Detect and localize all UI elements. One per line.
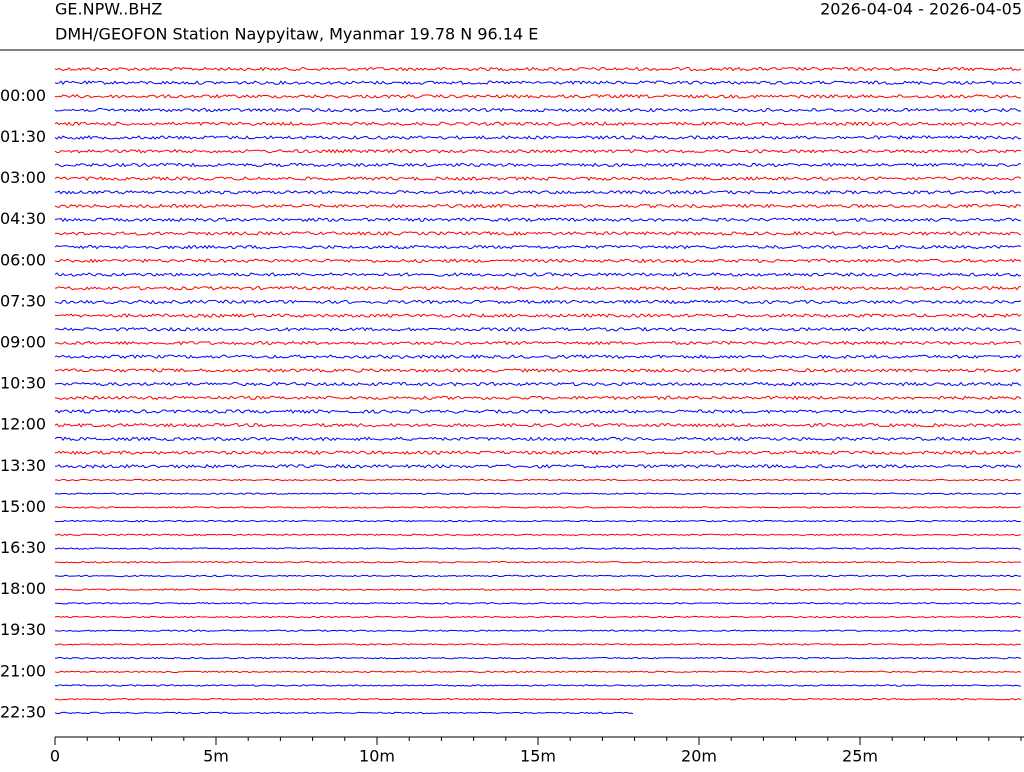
trace [54,217,1022,223]
row-label: 09:00 [0,333,46,352]
trace [54,313,1022,318]
trace [54,189,1022,195]
trace [54,340,1022,346]
trace [54,409,1022,414]
trace [54,463,1022,469]
trace [54,285,1022,291]
row-label: 13:30 [0,456,46,475]
trace [54,135,1022,140]
x-tick-label: 20m [681,747,717,766]
trace [54,121,1022,127]
row-label: 07:30 [0,291,46,310]
row-label: 21:00 [0,661,46,680]
trace [54,670,1022,674]
row-label: 06:00 [0,250,46,269]
trace [55,656,1022,660]
station-code: GE.NPW..BHZ [55,0,162,19]
trace [54,547,1022,550]
row-label: 04:30 [0,209,46,228]
x-tick-label: 15m [520,747,556,766]
station-info: DMH/GEOFON Station Naypyitaw, Myanmar 19… [55,25,538,44]
trace [54,629,1022,632]
trace [54,492,1022,495]
x-tick-label: 10m [359,747,395,766]
trace [54,436,1022,442]
trace [54,506,1022,509]
trace [54,203,1022,209]
row-label: 01:30 [0,127,46,146]
row-label: 22:30 [0,702,46,721]
x-tick-label: 0 [50,747,60,766]
trace [54,258,1022,264]
trace [54,272,1022,277]
trace [54,94,1022,99]
row-label: 12:00 [0,415,46,434]
row-label: 15:00 [0,497,46,516]
row-label: 16:30 [0,538,46,557]
trace [55,602,1022,605]
row-label: 19:30 [0,620,46,639]
row-label: 03:00 [0,168,46,187]
date-range: 2026-04-04 - 2026-04-05 [820,0,1022,19]
trace [54,107,1022,113]
trace [54,478,1022,482]
trace [54,231,1022,236]
trace [54,422,1022,428]
row-label: 10:30 [0,374,46,393]
row-label: 00:00 [0,86,46,105]
trace [54,533,1022,537]
trace [54,326,1022,332]
trace [54,244,1022,250]
trace [54,588,1022,591]
trace [54,367,1022,373]
trace [54,395,1022,401]
trace [54,711,634,715]
row-label: 18:00 [0,579,46,598]
trace [54,66,1022,72]
trace [54,162,1022,168]
trace [54,299,1022,305]
trace [54,560,1022,564]
x-tick-label: 5m [203,747,229,766]
trace [54,519,1022,523]
trace [54,450,1022,456]
trace [54,381,1022,387]
trace [54,615,1022,619]
x-tick-label: 25m [842,747,878,766]
trace [54,574,1022,578]
trace [54,176,1022,182]
trace [54,148,1022,154]
trace [54,354,1022,360]
trace [54,684,1022,687]
trace [54,697,1022,701]
trace [54,80,1022,86]
trace [54,643,1022,646]
